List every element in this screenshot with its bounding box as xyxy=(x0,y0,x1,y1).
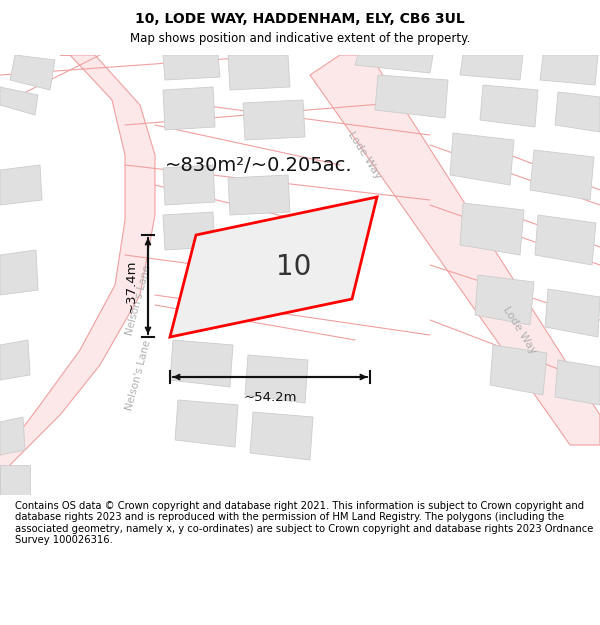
Polygon shape xyxy=(0,55,155,495)
Polygon shape xyxy=(0,87,38,115)
Text: Lode Way: Lode Way xyxy=(502,304,539,356)
Text: Contains OS data © Crown copyright and database right 2021. This information is : Contains OS data © Crown copyright and d… xyxy=(15,501,593,546)
Polygon shape xyxy=(0,165,42,205)
Text: Nelson's Lane: Nelson's Lane xyxy=(124,264,152,336)
Polygon shape xyxy=(163,55,220,80)
Polygon shape xyxy=(0,417,25,455)
Polygon shape xyxy=(460,203,524,255)
Polygon shape xyxy=(450,133,514,185)
Polygon shape xyxy=(535,215,596,265)
Text: ~54.2m: ~54.2m xyxy=(243,391,297,404)
Polygon shape xyxy=(175,400,238,447)
Polygon shape xyxy=(0,465,30,495)
Polygon shape xyxy=(530,150,594,200)
Polygon shape xyxy=(555,92,600,132)
Text: ~37.4m: ~37.4m xyxy=(125,259,138,312)
Polygon shape xyxy=(475,275,534,325)
Polygon shape xyxy=(170,340,233,387)
Polygon shape xyxy=(243,100,305,140)
Polygon shape xyxy=(228,55,290,90)
Polygon shape xyxy=(555,360,600,405)
Polygon shape xyxy=(480,85,538,127)
Text: ~830m²/~0.205ac.: ~830m²/~0.205ac. xyxy=(165,156,353,175)
Polygon shape xyxy=(460,55,523,80)
Polygon shape xyxy=(163,87,215,130)
Text: 10: 10 xyxy=(276,253,311,281)
Polygon shape xyxy=(490,345,547,395)
Text: Lode Way: Lode Way xyxy=(346,129,383,181)
Polygon shape xyxy=(545,289,600,337)
Polygon shape xyxy=(0,250,38,295)
Polygon shape xyxy=(170,197,377,337)
Text: 10, LODE WAY, HADDENHAM, ELY, CB6 3UL: 10, LODE WAY, HADDENHAM, ELY, CB6 3UL xyxy=(135,12,465,26)
Polygon shape xyxy=(310,55,600,445)
Polygon shape xyxy=(228,175,290,215)
Text: Map shows position and indicative extent of the property.: Map shows position and indicative extent… xyxy=(130,32,470,45)
Polygon shape xyxy=(250,412,313,460)
Text: Nelson's Lane: Nelson's Lane xyxy=(124,339,152,411)
Polygon shape xyxy=(375,75,448,118)
Polygon shape xyxy=(0,340,30,380)
Polygon shape xyxy=(245,355,308,403)
Polygon shape xyxy=(540,55,598,85)
Polygon shape xyxy=(163,165,215,205)
Polygon shape xyxy=(163,212,215,250)
Polygon shape xyxy=(10,55,55,90)
Polygon shape xyxy=(355,55,433,73)
